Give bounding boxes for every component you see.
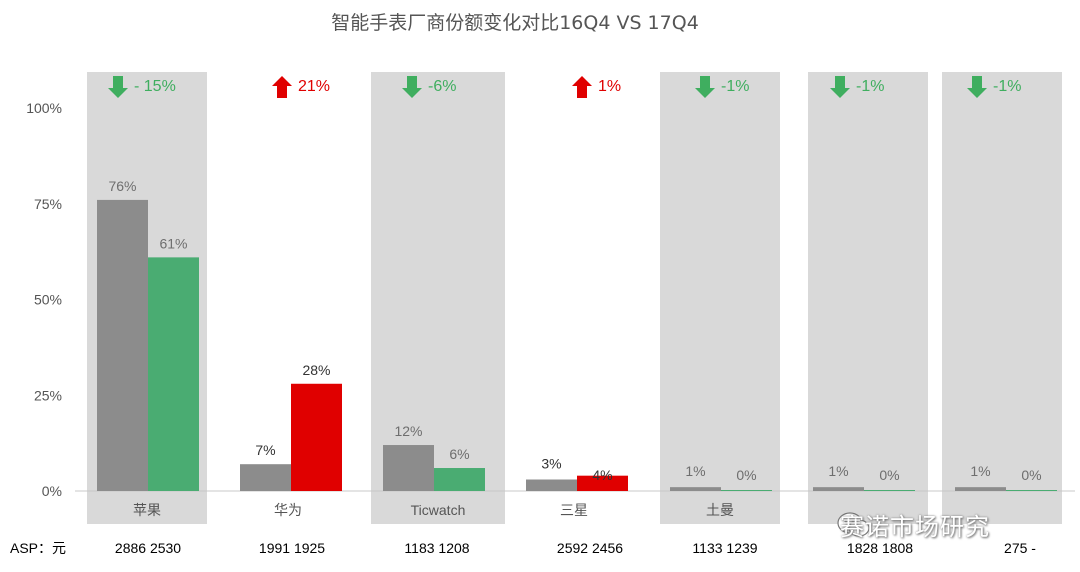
- change-label: -1%: [993, 78, 1021, 95]
- group-shade: [942, 72, 1062, 524]
- y-tick-label: 25%: [34, 387, 62, 403]
- data-label-series2: 6%: [449, 446, 469, 462]
- bar-series2: [721, 490, 772, 491]
- bar-series2: [434, 468, 485, 491]
- bar-series2: [291, 383, 342, 491]
- arrow-down-icon: [402, 76, 422, 98]
- data-label-series1: 76%: [108, 178, 136, 194]
- category-label: Ticwatch: [411, 502, 466, 518]
- bar-series2: [148, 257, 199, 491]
- y-tick-label: 75%: [34, 196, 62, 212]
- wechat-icon: [837, 512, 870, 537]
- asp-value: 1133 1239: [692, 540, 757, 556]
- bar-series1: [383, 445, 434, 491]
- data-label-series2: 28%: [302, 362, 330, 378]
- arrow-down-icon: [108, 76, 128, 98]
- data-label-series1: 1%: [828, 463, 848, 479]
- y-tick-label: 0%: [42, 483, 62, 499]
- data-label-series1: 1%: [685, 463, 705, 479]
- arrow-down-icon: [967, 76, 987, 98]
- group-shade: [808, 72, 928, 524]
- bar-series1: [240, 464, 291, 491]
- arrow-down-icon: [695, 76, 715, 98]
- asp-value: 1828 1808: [847, 540, 913, 556]
- data-label-series2: 61%: [159, 235, 187, 251]
- arrow-up-icon: [572, 76, 592, 98]
- arrow-down-icon: [830, 76, 850, 98]
- change-label: -1%: [856, 78, 884, 95]
- bar-series1: [813, 487, 864, 491]
- change-label: 1%: [598, 78, 621, 95]
- bar-series2: [864, 490, 915, 491]
- category-label: 三星: [560, 502, 588, 518]
- data-label-series1: 7%: [255, 442, 275, 458]
- chart-title: 智能手表厂商份额变化对比16Q4 VS 17Q4: [331, 12, 699, 34]
- category-label: 华为: [274, 502, 302, 518]
- bar-series1: [955, 487, 1006, 491]
- data-label-series1: 3%: [541, 456, 561, 472]
- watermark-text: 赛诺市场研究: [840, 513, 990, 541]
- asp-value: 1991 1925: [259, 540, 325, 556]
- category-label: 苹果: [133, 502, 161, 518]
- asp-value: 2886 2530: [115, 540, 181, 556]
- data-label-series1: 12%: [394, 423, 422, 439]
- category-label: 土曼: [706, 502, 734, 518]
- bar-series1: [526, 479, 577, 491]
- data-label-series2: 4%: [592, 467, 612, 483]
- data-label-series1: 1%: [970, 463, 990, 479]
- group-shade: [660, 72, 780, 524]
- asp-value: 1183 1208: [404, 540, 469, 556]
- change-label: - 15%: [134, 78, 176, 95]
- bar-series1: [97, 199, 148, 492]
- change-label: -1%: [721, 78, 749, 95]
- data-label-series2: 0%: [879, 467, 899, 483]
- change-label: 21%: [298, 78, 330, 95]
- bar-series1: [670, 487, 721, 491]
- data-label-series2: 0%: [1021, 467, 1041, 483]
- asp-value: 275 -: [1004, 540, 1036, 556]
- data-label-series2: 0%: [736, 467, 756, 483]
- change-label: -6%: [428, 78, 456, 95]
- bar-series2: [577, 475, 628, 491]
- asp-value: 2592 2456: [557, 540, 623, 556]
- asp-axis-label: ASP：元: [10, 540, 66, 556]
- bar-series2: [1006, 490, 1057, 491]
- y-tick-label: 50%: [34, 292, 62, 308]
- arrow-up-icon: [272, 76, 292, 98]
- y-tick-label: 100%: [26, 100, 62, 116]
